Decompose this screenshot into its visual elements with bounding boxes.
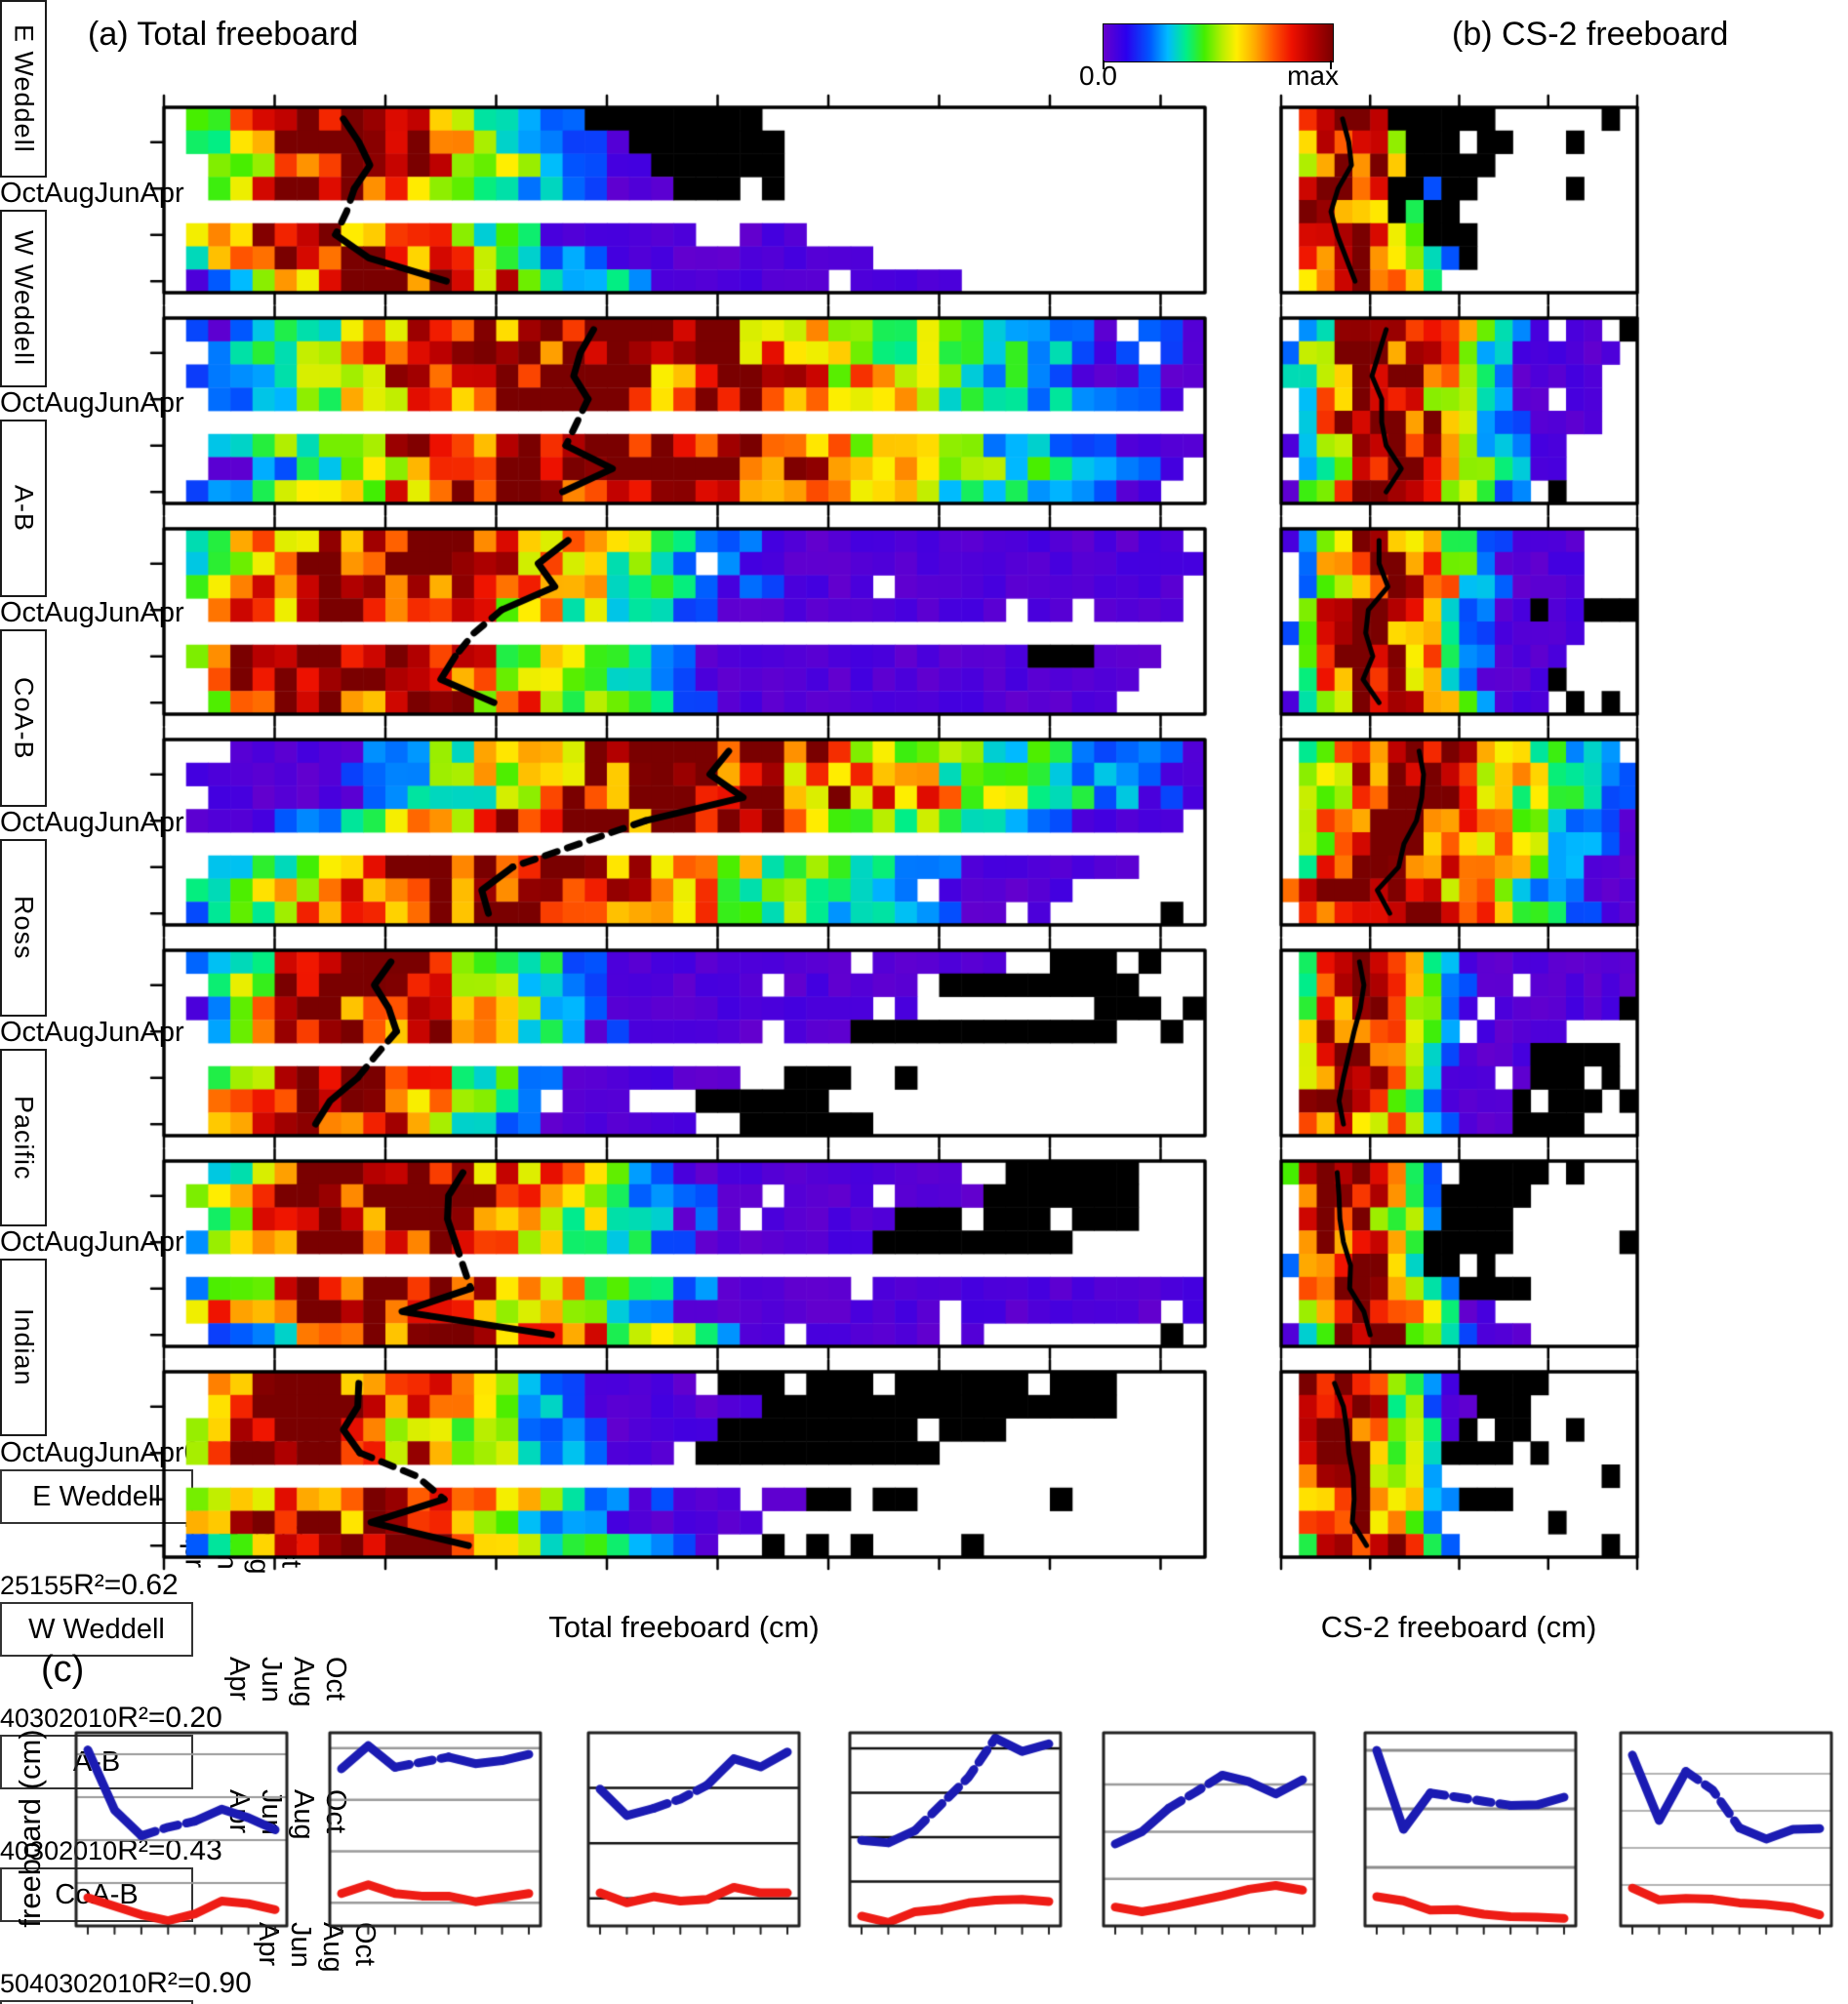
bottom-month-label: Apr	[222, 1657, 255, 1702]
heatmap-panel-cs2-a-b	[1265, 513, 1653, 730]
axis-title-total-freeboard: Total freeboard (cm)	[548, 1610, 820, 1644]
region-label-coa-b: CoA-B	[0, 629, 47, 807]
y-tick-label: 5	[59, 1571, 74, 1600]
month-tick-label: Aug	[44, 1226, 95, 1258]
month-tick-label: Oct	[0, 1017, 45, 1048]
month-tick-label: Jun	[94, 178, 141, 209]
month-tick-label: Oct	[0, 807, 45, 838]
heatmap-panel-total-indian	[148, 1356, 1221, 1573]
month-tick-label: Jun	[94, 1437, 141, 1468]
month-tick-label: Aug	[44, 178, 95, 209]
heatmap-panel-total-pacific	[148, 1145, 1221, 1362]
heatmap-panel-cs2-ross	[1265, 935, 1653, 1151]
line-chart-a-b	[579, 1723, 809, 1944]
month-tick-label: Jun	[94, 597, 141, 628]
region-label-e-weddell: E Weddell	[0, 0, 47, 178]
y-tick-label: 20	[88, 1969, 118, 1998]
month-tick-label: Aug	[44, 597, 95, 628]
region-label-ross: Ross	[0, 839, 47, 1017]
month-tick-label: Aug	[44, 387, 95, 419]
panel-a-title: (a) Total freeboard	[88, 16, 359, 53]
freeboard-axis-label: freeboard (cm)	[13, 1729, 47, 1928]
month-tick-label: Oct	[0, 178, 45, 209]
heatmap-panel-cs2-w-weddell	[1265, 302, 1653, 519]
line-chart-pacific	[1355, 1723, 1586, 1944]
region-label-indian: Indian	[0, 1259, 47, 1436]
y-tick-label: 10	[117, 1969, 147, 1998]
y-tick-label: 40	[0, 1703, 30, 1733]
month-tick-label: Aug	[44, 1017, 95, 1048]
y-tick-label: 30	[29, 1703, 60, 1733]
line-chart-w-weddell	[320, 1723, 550, 1944]
month-tick-label: Oct	[0, 1437, 45, 1468]
line-chart-coa-b	[840, 1723, 1070, 1944]
region-label-a-b: A-B	[0, 420, 47, 597]
bottom-month-label: Aug	[287, 1657, 319, 1707]
heatmap-panel-cs2-e-weddell	[1265, 92, 1653, 308]
y-tick-label: 40	[29, 1969, 60, 1998]
y-tick-label: 50	[0, 1969, 30, 1998]
colorbar-min-label: 0.0	[1079, 60, 1117, 91]
heatmap-panel-cs2-coa-b	[1265, 724, 1653, 941]
r2-label: R²=0.62	[73, 1569, 179, 1601]
y-tick-label: 25	[0, 1571, 30, 1600]
line-chart-indian	[1611, 1723, 1841, 1944]
heatmap-panel-total-coa-b	[148, 724, 1221, 941]
heatmap-panel-cs2-pacific	[1265, 1145, 1653, 1362]
region-label-pacific: Pacific	[0, 1049, 47, 1226]
heatmap-panel-cs2-indian	[1265, 1356, 1653, 1573]
colorbar	[1103, 23, 1334, 62]
month-tick-label: Aug	[44, 807, 95, 838]
month-tick-label: Oct	[0, 597, 45, 628]
month-tick-label: Jun	[94, 1226, 141, 1258]
bottom-month-label: Jun	[255, 1657, 287, 1703]
heatmap-panel-total-a-b	[148, 513, 1221, 730]
chart-title-w-weddell: W Weddell	[0, 1602, 193, 1657]
line-chart-e-weddell	[66, 1723, 297, 1944]
y-tick-label: 15	[29, 1571, 60, 1600]
r2-label: R²=0.90	[146, 1967, 252, 1999]
colorbar-max-label: max	[1287, 60, 1339, 91]
month-tick-label: Oct	[0, 387, 45, 419]
y-tick-label: 40	[0, 1836, 30, 1865]
heatmap-panel-total-e-weddell	[148, 92, 1221, 308]
month-tick-label: Oct	[0, 1226, 45, 1258]
y-tick-label: 30	[29, 1836, 60, 1865]
month-tick-label: Aug	[44, 1437, 95, 1468]
chart-title-ross: Ross	[0, 2000, 193, 2004]
panel-b-title: (b) CS-2 freeboard	[1452, 16, 1729, 53]
region-label-w-weddell: W Weddell	[0, 210, 47, 387]
heatmap-panel-total-ross	[148, 935, 1221, 1151]
axis-title-cs2-freeboard: CS-2 freeboard (cm)	[1320, 1610, 1597, 1644]
month-tick-label: Jun	[94, 387, 141, 419]
month-tick-label: Jun	[94, 807, 141, 838]
y-tick-label: 30	[59, 1969, 89, 1998]
heatmap-panel-total-w-weddell	[148, 302, 1221, 519]
section-c-label: (c)	[41, 1649, 85, 1690]
colorbar-tick-min	[1103, 60, 1105, 69]
bottom-month-label: Oct	[319, 1657, 351, 1702]
colorbar-tick-max	[1330, 60, 1332, 69]
line-chart-ross	[1094, 1723, 1324, 1944]
month-tick-label: Jun	[94, 1017, 141, 1048]
